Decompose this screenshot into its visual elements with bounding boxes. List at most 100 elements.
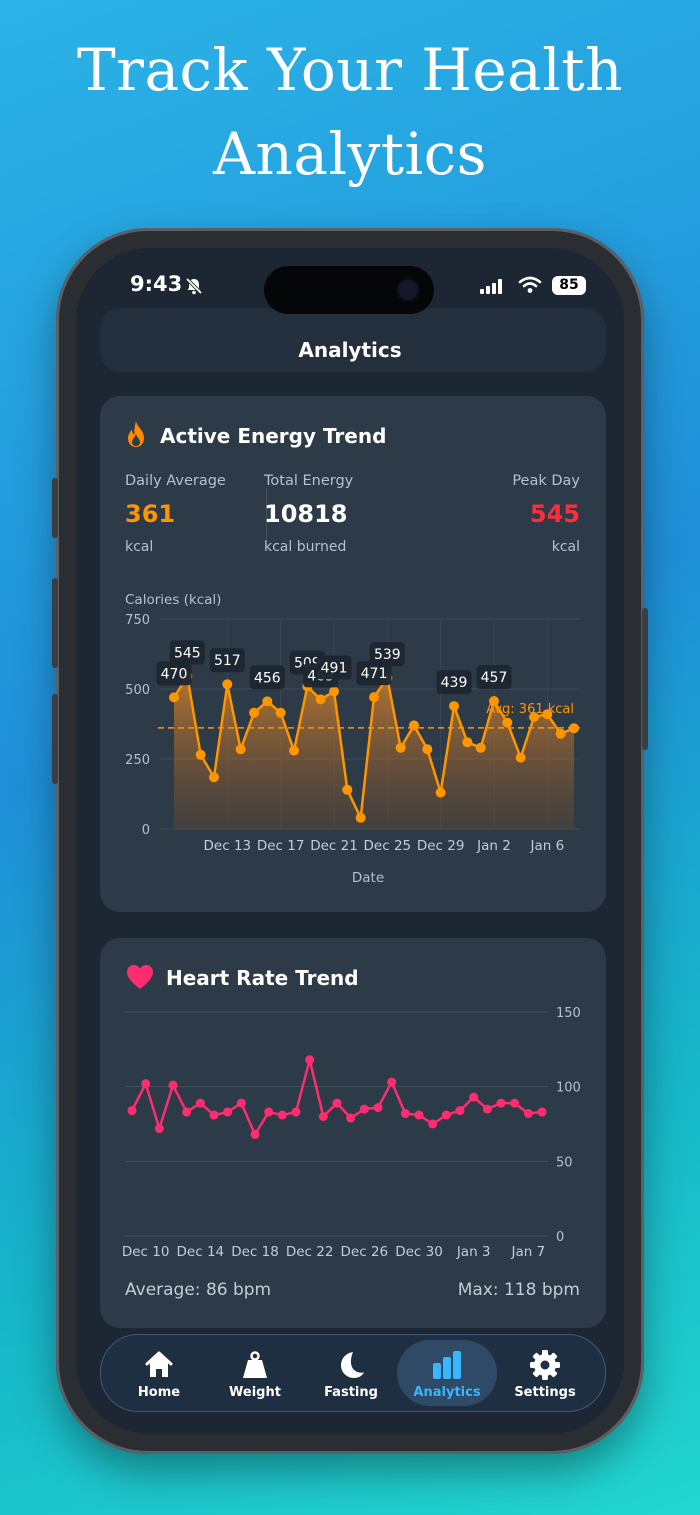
heart-icon xyxy=(127,965,153,989)
energy-data-label: 457 xyxy=(481,670,508,686)
energy-data-point xyxy=(342,784,353,795)
energy-data-point xyxy=(209,772,219,783)
heart-data-point xyxy=(209,1110,219,1120)
heart-data-point xyxy=(346,1113,356,1123)
energy-y-tick-label: 250 xyxy=(125,753,150,768)
total-energy-label: Total Energy xyxy=(264,473,354,489)
heart-x-tick-label: Dec 18 xyxy=(231,1244,279,1260)
heart-x-tick-label: Dec 22 xyxy=(286,1244,334,1260)
energy-data-label: 470 xyxy=(161,666,188,682)
tab-fasting[interactable]: Fasting xyxy=(301,1335,401,1411)
energy-y-tick-label: 750 xyxy=(125,613,150,628)
energy-data-point xyxy=(262,696,273,707)
heart-x-tick-label: Jan 3 xyxy=(456,1244,491,1260)
tab-home-label: Home xyxy=(137,1385,181,1400)
energy-x-tick-label: Dec 17 xyxy=(257,838,305,854)
status-time: 9:43 xyxy=(130,272,183,296)
daily-average-value: 361 xyxy=(125,500,176,528)
heart-data-point xyxy=(373,1103,383,1113)
heart-x-tick-label: Jan 7 xyxy=(510,1244,545,1260)
headline-line-2: Analytics xyxy=(213,120,487,188)
energy-data-point xyxy=(369,692,379,703)
daily-average-unit: kcal xyxy=(125,539,154,555)
daily-average-label: Daily Average xyxy=(125,473,226,489)
heart-data-point xyxy=(182,1107,192,1117)
energy-x-tick-label: Jan 2 xyxy=(476,838,511,854)
energy-data-point xyxy=(169,692,179,703)
energy-data-label-bg xyxy=(156,661,192,686)
energy-data-label-bg xyxy=(249,665,285,690)
heart-data-point xyxy=(359,1104,369,1114)
heart-card-title: Heart Rate Trend xyxy=(166,966,359,990)
total-energy-value: 10818 xyxy=(264,500,348,528)
energy-data-label-bg xyxy=(369,642,405,667)
heart-x-tick-label: Dec 14 xyxy=(177,1244,225,1260)
heart-data-point xyxy=(414,1110,424,1120)
heart-data-point xyxy=(387,1077,397,1087)
tab-settings[interactable]: Settings xyxy=(495,1335,595,1411)
heart-data-point xyxy=(318,1112,328,1122)
heart-rate-card: Heart Rate Trend 0 50 100 150 Dec 10 Dec 14 De… xyxy=(100,938,606,1328)
tab-analytics[interactable]: Analytics xyxy=(397,1340,497,1406)
energy-data-label: 491 xyxy=(321,661,348,677)
tab-fasting-label: Fasting xyxy=(324,1385,378,1400)
silent-bell-icon xyxy=(185,277,203,295)
scrolled-content-shade xyxy=(100,308,606,372)
energy-data-point xyxy=(529,712,539,722)
heart-data-point xyxy=(168,1080,178,1090)
bar-chart-icon xyxy=(433,1351,461,1379)
energy-data-point xyxy=(422,744,433,755)
energy-data-point xyxy=(409,720,419,731)
energy-data-label: 545 xyxy=(174,645,201,661)
energy-x-tick-label: Dec 25 xyxy=(364,838,412,854)
headline-line-1: Track Your Health xyxy=(77,36,623,104)
energy-data-point xyxy=(329,686,339,697)
energy-data-label-bg xyxy=(209,648,245,673)
energy-data-point xyxy=(555,728,566,739)
energy-data-label-bg xyxy=(436,670,472,695)
tab-home[interactable]: Home xyxy=(109,1335,209,1411)
energy-data-label: 439 xyxy=(441,675,468,691)
heart-data-point xyxy=(141,1079,151,1089)
energy-data-point xyxy=(542,709,553,720)
moon-icon xyxy=(341,1352,364,1378)
energy-data-point xyxy=(515,752,526,763)
energy-x-tick-label: Dec 13 xyxy=(204,838,252,854)
energy-x-axis-title: Date xyxy=(352,870,384,886)
headline: Track Your Health Analytics xyxy=(0,28,700,196)
heart-data-point xyxy=(400,1109,410,1119)
tab-bar: Home Weight Fasting Analytics xyxy=(100,1334,606,1412)
heart-y-tick-label: 0 xyxy=(556,1230,564,1245)
heart-data-point xyxy=(523,1109,533,1119)
energy-x-tick-label: Dec 29 xyxy=(417,838,465,854)
peak-day-unit: kcal xyxy=(551,539,580,555)
energy-y-tick-label: 0 xyxy=(142,823,150,838)
peak-day-label: Peak Day xyxy=(512,473,580,489)
heart-data-point xyxy=(496,1098,506,1108)
energy-data-point xyxy=(222,679,233,690)
heart-data-point xyxy=(455,1106,465,1116)
energy-x-tick-label: Jan 6 xyxy=(529,838,564,854)
energy-data-point xyxy=(435,787,446,798)
home-icon xyxy=(145,1351,173,1377)
energy-data-point xyxy=(249,707,259,718)
energy-data-point xyxy=(475,742,486,753)
heart-data-point xyxy=(195,1098,205,1108)
status-bar: 9:43 85 xyxy=(76,248,624,328)
battery-indicator: 85 xyxy=(552,276,586,295)
tab-weight[interactable]: Weight xyxy=(205,1335,305,1411)
energy-data-label: 517 xyxy=(214,653,241,669)
heart-x-tick-label: Dec 10 xyxy=(122,1244,170,1260)
energy-data-point xyxy=(502,717,513,728)
heart-data-point xyxy=(223,1107,233,1117)
heart-y-tick-label: 50 xyxy=(556,1155,573,1170)
weight-icon xyxy=(243,1351,267,1378)
heart-y-tick-label: 100 xyxy=(556,1081,581,1096)
action-button xyxy=(52,478,58,538)
gear-icon xyxy=(530,1350,560,1380)
heart-data-point xyxy=(305,1055,315,1065)
total-energy-unit: kcal burned xyxy=(264,539,347,555)
energy-x-tick-label: Dec 21 xyxy=(310,838,358,854)
heart-x-tick-label: Dec 26 xyxy=(341,1244,389,1260)
energy-data-point xyxy=(489,696,499,707)
